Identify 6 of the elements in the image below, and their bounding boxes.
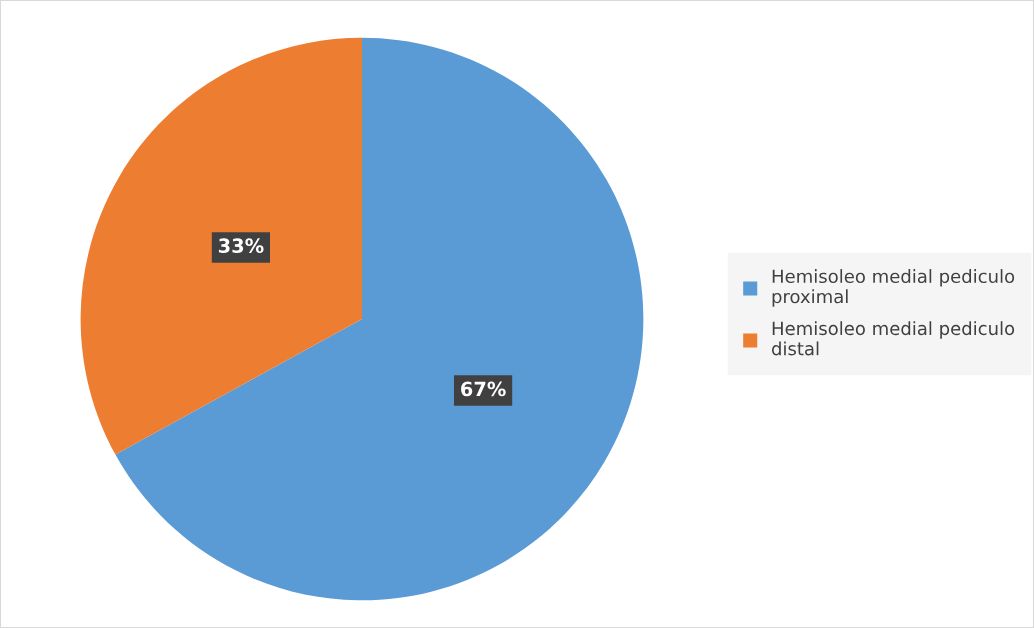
pie-slice bbox=[115, 37, 644, 601]
legend-label: Hemisoleo medial pediculo distal bbox=[771, 321, 1015, 356]
data-label: 33% bbox=[218, 238, 264, 254]
pie-slice bbox=[80, 37, 362, 455]
data-label: 67% bbox=[461, 381, 506, 397]
legend-label: Hemisoleo medial pediculo proximal bbox=[772, 269, 1015, 307]
